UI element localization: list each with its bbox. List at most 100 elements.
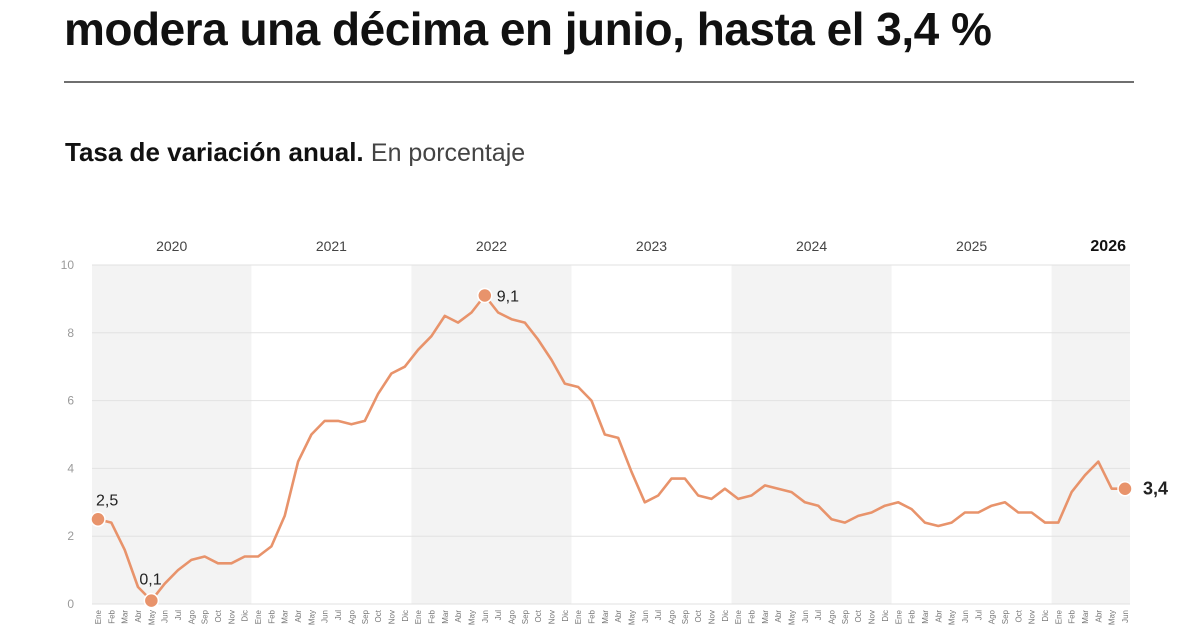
month-tick-label: Dic xyxy=(881,610,890,622)
month-tick-label: Jul xyxy=(334,610,343,620)
month-tick-label: Ago xyxy=(507,609,516,624)
year-label-2022: 2022 xyxy=(476,238,507,254)
month-tick-label: Jun xyxy=(1121,610,1130,623)
month-tick-label: Nov xyxy=(227,610,236,624)
month-tick-label: Sep xyxy=(841,609,850,624)
month-tick-label: Ago xyxy=(347,609,356,624)
gridlines xyxy=(92,264,1130,605)
month-tick-label: Nov xyxy=(1028,610,1037,624)
month-tick-label: Jun xyxy=(961,610,970,623)
data-label: 2,5 xyxy=(96,492,118,509)
month-tick-label: Abr xyxy=(454,610,463,623)
month-tick-label: May xyxy=(467,610,476,625)
year-band-2024 xyxy=(731,265,892,604)
year-label-2026: 2026 xyxy=(1090,238,1126,255)
year-label-2024: 2024 xyxy=(796,238,827,254)
month-tick-label: Ene xyxy=(254,609,263,624)
month-tick-label: Dic xyxy=(401,610,410,622)
month-tick-label: Jun xyxy=(161,610,170,623)
month-tick-label: Abr xyxy=(1094,610,1103,623)
month-tick-label: May xyxy=(948,610,957,625)
month-tick-label: May xyxy=(1108,610,1117,625)
month-tick-label: Abr xyxy=(134,610,143,623)
month-tick-label: Oct xyxy=(374,609,383,622)
month-tick-label: Abr xyxy=(774,610,783,623)
data-point-marker xyxy=(90,511,106,527)
chart-unit-label: En porcentaje xyxy=(370,139,526,167)
month-tick-label: Ago xyxy=(668,609,677,624)
month-tick-label: Sep xyxy=(201,609,210,624)
headline: modera una décima en junio, hasta el 3,4… xyxy=(64,3,992,55)
month-tick-label: Jul xyxy=(174,610,183,620)
year-label-2020: 2020 xyxy=(156,238,187,254)
y-tick-0: 0 xyxy=(67,597,74,611)
data-label: 3,4 xyxy=(1143,479,1168,499)
month-tick-label: Nov xyxy=(387,610,396,624)
month-tick-label: May xyxy=(147,610,156,625)
month-tick-label: Feb xyxy=(587,609,596,623)
month-tick-label: Mar xyxy=(121,610,130,624)
month-tick-label: Sep xyxy=(361,609,370,624)
month-tick-label: Ene xyxy=(734,609,743,624)
month-tick-label: Jun xyxy=(641,610,650,623)
month-tick-label: Feb xyxy=(107,609,116,623)
headline-divider xyxy=(64,81,1134,83)
month-tick-label: May xyxy=(628,610,637,625)
data-point-marker xyxy=(143,592,160,609)
month-tick-label: Dic xyxy=(721,610,730,622)
month-tick-label: May xyxy=(788,610,797,625)
month-tick-label: Jun xyxy=(321,610,330,623)
month-tick-label: Feb xyxy=(1068,609,1077,623)
y-tick-8: 8 xyxy=(67,326,74,340)
month-tick-label: Jul xyxy=(974,610,983,620)
year-labels: 2020 2021 2022 2023 2024 2025 2026 xyxy=(156,238,1126,255)
month-tick-label: Ene xyxy=(574,609,583,624)
month-tick-label: Ago xyxy=(988,609,997,624)
month-tick-label: Jun xyxy=(481,610,490,623)
month-tick-label: Dic xyxy=(241,610,250,622)
y-tick-4: 4 xyxy=(67,461,74,475)
year-band-2022 xyxy=(411,265,572,604)
month-tick-label: Sep xyxy=(521,609,530,624)
y-tick-2: 2 xyxy=(67,529,74,543)
month-tick-label: Mar xyxy=(761,610,770,624)
month-tick-label: Oct xyxy=(1014,609,1023,622)
data-label: 9,1 xyxy=(497,289,519,306)
month-tick-label: Oct xyxy=(694,609,703,622)
month-tick-label: Mar xyxy=(1081,610,1090,624)
chart-subtitle: Tasa de variación anual. En porcentaje xyxy=(65,137,525,168)
month-tick-label: Sep xyxy=(681,609,690,624)
month-tick-labels: Ene Feb Mar Abr May Jun Jul Ago Sep Oct Nov Dic Ene F… xyxy=(94,609,1130,625)
month-tick-label: Feb xyxy=(267,609,276,623)
month-tick-label: Ene xyxy=(94,609,103,624)
year-bands xyxy=(92,265,1130,604)
month-tick-label: Feb xyxy=(748,609,757,623)
month-tick-label: Jul xyxy=(654,610,663,620)
month-tick-label: Mar xyxy=(281,610,290,624)
month-tick-label: Nov xyxy=(868,610,877,624)
month-tick-label: Nov xyxy=(547,610,556,624)
month-tick-label: Feb xyxy=(908,609,917,623)
month-tick-label: Jul xyxy=(814,610,823,620)
month-tick-label: Mar xyxy=(441,610,450,624)
month-tick-label: Abr xyxy=(934,610,943,623)
month-tick-label: Dic xyxy=(1041,610,1050,622)
data-label: 0,1 xyxy=(139,572,161,589)
data-point-marker xyxy=(477,287,493,304)
chart-title: Tasa de variación anual. xyxy=(65,137,364,167)
month-tick-label: Jul xyxy=(494,610,503,620)
year-label-2025: 2025 xyxy=(956,238,987,254)
month-tick-label: Mar xyxy=(601,610,610,624)
annotated-points: 2,5 0,1 9,1 3,4 xyxy=(90,287,1168,609)
year-label-2021: 2021 xyxy=(316,238,347,254)
month-tick-label: Feb xyxy=(427,609,436,623)
year-band-2020 xyxy=(92,265,252,604)
y-tick-10: 10 xyxy=(61,258,75,272)
month-tick-label: Ene xyxy=(414,609,423,624)
year-label-2023: 2023 xyxy=(636,238,667,254)
month-tick-label: Ene xyxy=(894,609,903,624)
month-tick-label: Oct xyxy=(854,609,863,622)
month-tick-label: Ago xyxy=(187,609,196,624)
month-tick-label: Mar xyxy=(921,610,930,624)
